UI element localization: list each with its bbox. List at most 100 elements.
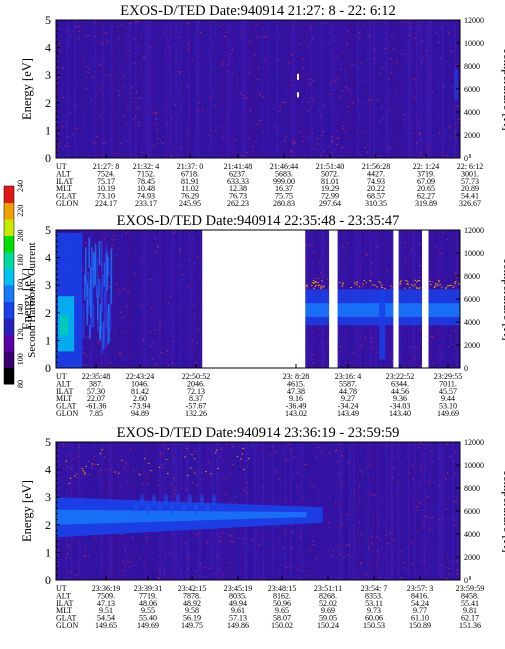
- spectrogram-speckle: [370, 263, 373, 265]
- spectrogram-speckle: [427, 480, 429, 482]
- spectrogram-speckle: [449, 455, 452, 457]
- spectrogram-speckle: [230, 105, 232, 107]
- spectrogram-speckle: [421, 114, 423, 116]
- spectrogram-speckle: [160, 141, 163, 143]
- ephemeris-value: 9.44: [441, 394, 455, 403]
- spectrogram-speckle: [196, 115, 199, 117]
- spectrogram-speckle: [232, 47, 235, 49]
- spectrogram-speckle: [387, 543, 389, 545]
- spectrogram-speckle: [167, 364, 170, 366]
- spectrogram-speckle: [422, 71, 424, 73]
- spectrogram-speckle: [156, 462, 158, 464]
- spectrogram-column: [338, 442, 342, 580]
- spectrogram-speckle: [399, 448, 402, 450]
- spectrogram-speckle: [67, 121, 69, 123]
- ephemeris-value: 7524.: [97, 169, 115, 178]
- ephemeris-value: 297.64: [319, 199, 341, 208]
- spectrogram-speckle: [73, 92, 75, 94]
- spectrogram-speckle: [327, 521, 330, 523]
- spectrogram-speckle: [87, 130, 89, 132]
- spectrogram-speckle: [94, 50, 97, 52]
- spectrogram-speckle: [446, 332, 448, 334]
- spectrogram-speckle: [195, 296, 198, 298]
- ephemeris-value: 72.13: [187, 387, 205, 396]
- spectrogram-speckle: [434, 246, 437, 248]
- spectrogram-speckle: [436, 524, 438, 526]
- spectrogram-speckle: [195, 534, 197, 536]
- spectrogram-speckle: [250, 80, 252, 82]
- spectrogram-speckle: [259, 84, 261, 86]
- spectrogram-speckle: [369, 355, 372, 357]
- spectrogram-speckle: [429, 527, 431, 529]
- spectrogram-speckle: [314, 567, 317, 569]
- spectrogram-column: [322, 20, 326, 158]
- band-edge-dot: [452, 287, 454, 289]
- spectrogram-speckle: [296, 526, 299, 528]
- spectrogram-speckle: [56, 59, 59, 61]
- spectrogram-speckle: [412, 478, 414, 480]
- y-tick-label: 4: [45, 463, 51, 477]
- y-tick-label: 3: [45, 278, 51, 292]
- band-edge-dot: [317, 284, 319, 286]
- spectrogram-column: [322, 442, 326, 580]
- spectrogram-column: [342, 20, 346, 158]
- spectrogram-speckle: [454, 525, 456, 527]
- band-edge-dot: [341, 285, 343, 287]
- spectrogram-speckle: [194, 472, 197, 474]
- spectrogram-speckle: [396, 491, 398, 493]
- band-edge-dot: [433, 286, 436, 288]
- spectrogram-speckle: [288, 444, 290, 446]
- band-edge-dot: [404, 279, 407, 281]
- spectrogram-speckle: [367, 150, 369, 152]
- orange-dot: [74, 475, 76, 477]
- spectrogram-speckle: [292, 532, 294, 534]
- spectrogram-column: [383, 20, 386, 158]
- spectrogram-speckle: [409, 34, 411, 36]
- spectrogram-speckle: [339, 345, 342, 347]
- spectrogram-speckle: [166, 122, 168, 124]
- spectrogram-speckle: [59, 49, 62, 51]
- spectrogram-speckle: [127, 561, 129, 563]
- y-tick-label: 0: [45, 361, 51, 375]
- ephemeris-value: 9.58: [185, 606, 199, 615]
- spectrogram-column: [124, 230, 128, 368]
- ephemeris-value: 22.07: [87, 394, 105, 403]
- y2-tick-label: 8000: [464, 484, 480, 493]
- spectrogram-speckle: [196, 256, 199, 258]
- spectrogram-column: [385, 442, 388, 580]
- spectrogram-speckle: [403, 364, 406, 366]
- spectrogram-speckle: [77, 81, 79, 83]
- band-edge-dot: [445, 287, 448, 289]
- spectrogram-speckle: [233, 451, 235, 453]
- spectrogram-speckle: [321, 343, 324, 345]
- spectrogram-column: [199, 20, 202, 158]
- spectrogram-speckle: [95, 338, 98, 340]
- spectrogram-column: [118, 230, 122, 368]
- spectrogram-speckle: [293, 463, 296, 465]
- spectrogram-speckle: [87, 68, 90, 70]
- spectrogram-speckle: [146, 482, 149, 484]
- spectrogram-speckle: [428, 480, 431, 482]
- wave-feature: [206, 502, 210, 515]
- spectrogram-speckle: [287, 532, 289, 534]
- ephemeris-value: 53.11: [365, 599, 383, 608]
- spectrogram-speckle: [454, 473, 456, 475]
- orange-dot: [121, 459, 123, 461]
- spectrogram-speckle: [321, 135, 323, 137]
- y-tick-label: 2: [45, 518, 51, 532]
- spectrogram-speckle: [78, 25, 81, 27]
- spectrogram-speckle: [186, 556, 188, 558]
- ephemeris-value: 81.42: [131, 387, 149, 396]
- y-tick-label: 1: [45, 333, 51, 347]
- ephemeris-row-label: GLON: [56, 199, 78, 208]
- spectrogram-speckle: [241, 548, 243, 550]
- spectrogram-speckle: [316, 443, 318, 445]
- spectrogram-speckle: [310, 24, 312, 26]
- spectrogram-speckle: [302, 135, 305, 137]
- spectrogram-speckle: [434, 462, 436, 464]
- band-edge-dot: [435, 283, 437, 285]
- spectrogram-column: [72, 20, 75, 158]
- spectrogram-speckle: [331, 136, 333, 138]
- spectrogram-speckle: [337, 333, 340, 335]
- spectrogram-speckle: [384, 523, 386, 525]
